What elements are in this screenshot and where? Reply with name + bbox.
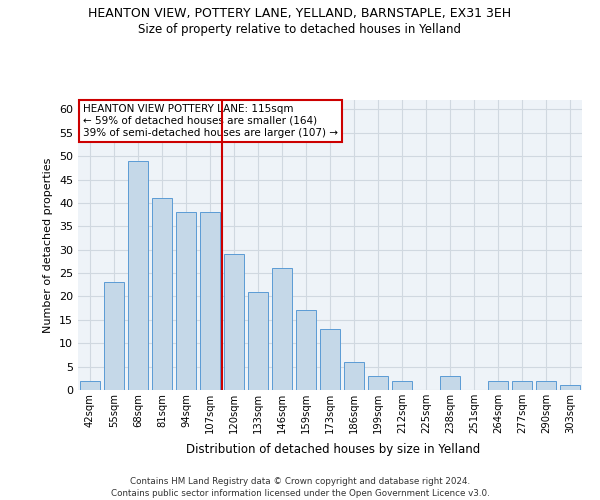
Text: Size of property relative to detached houses in Yelland: Size of property relative to detached ho… (139, 22, 461, 36)
Bar (128, 161, 148, 390)
Bar (104, 282, 124, 390)
Text: HEANTON VIEW POTTERY LANE: 115sqm
← 59% of detached houses are smaller (164)
39%: HEANTON VIEW POTTERY LANE: 115sqm ← 59% … (83, 104, 338, 138)
Bar (536, 380, 556, 390)
Text: Contains public sector information licensed under the Open Government Licence v3: Contains public sector information licen… (110, 489, 490, 498)
Bar (320, 329, 340, 390)
Bar (200, 212, 220, 390)
Bar (560, 386, 580, 390)
Bar (272, 268, 292, 390)
Text: Contains HM Land Registry data © Crown copyright and database right 2024.: Contains HM Land Registry data © Crown c… (130, 478, 470, 486)
Bar (248, 292, 268, 390)
Bar (512, 380, 532, 390)
Bar (488, 380, 508, 390)
Bar (80, 380, 100, 390)
Bar (440, 376, 460, 390)
Text: Distribution of detached houses by size in Yelland: Distribution of detached houses by size … (186, 442, 480, 456)
Text: HEANTON VIEW, POTTERY LANE, YELLAND, BARNSTAPLE, EX31 3EH: HEANTON VIEW, POTTERY LANE, YELLAND, BAR… (88, 8, 512, 20)
Bar (368, 376, 388, 390)
Bar (176, 212, 196, 390)
Bar (344, 362, 364, 390)
Bar (152, 198, 172, 390)
Y-axis label: Number of detached properties: Number of detached properties (43, 158, 53, 332)
Bar (296, 310, 316, 390)
Bar (392, 380, 412, 390)
Bar (224, 254, 244, 390)
